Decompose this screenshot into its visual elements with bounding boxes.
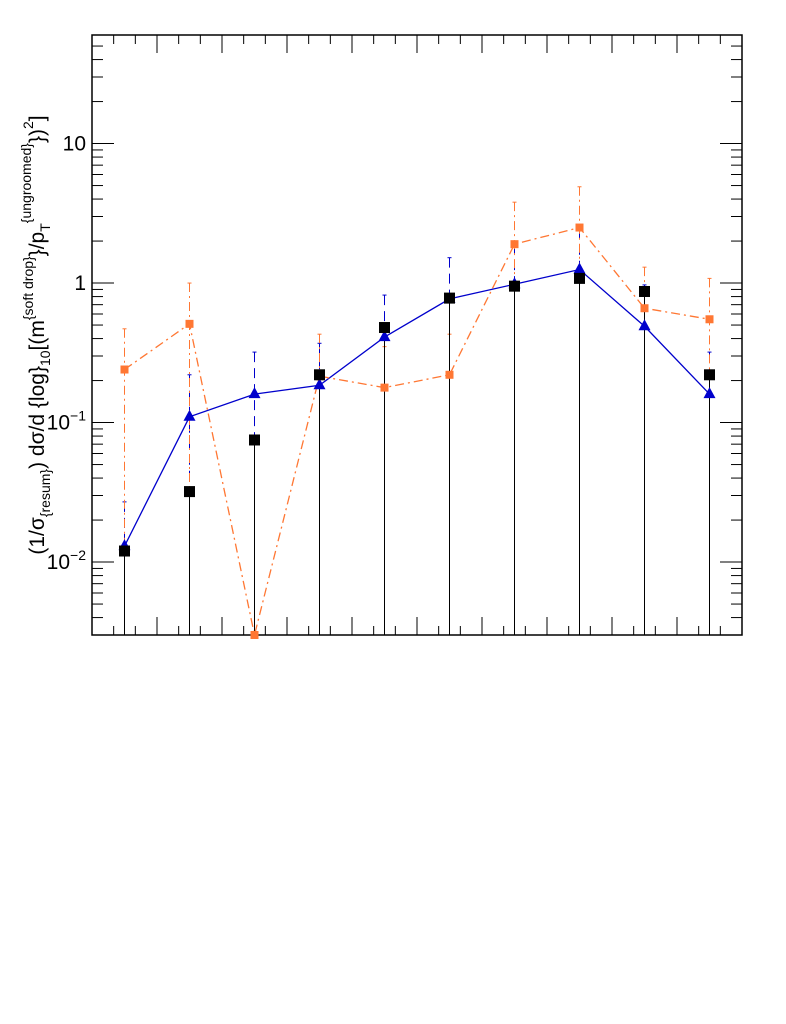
- data-point: [444, 292, 455, 304]
- series-line: [124, 226, 710, 636]
- y-tick-label: 10−2: [47, 547, 87, 574]
- data-point: [379, 322, 390, 334]
- data-point: [119, 545, 130, 557]
- ylabel-sub4: T: [37, 223, 53, 232]
- ylabel-part3: [(m: [26, 320, 49, 350]
- data-point: [314, 369, 325, 381]
- data-point: [378, 330, 391, 342]
- ylabel-part1: (1/σ: [26, 517, 49, 555]
- data-point: [703, 387, 716, 399]
- ylabel-part4: }/p: [26, 232, 49, 257]
- y-axis-ticks: [92, 34, 742, 636]
- data-point: [185, 319, 194, 328]
- data-point: [248, 387, 261, 399]
- ylabel-sup4: {ungroomed}: [18, 143, 34, 224]
- y-tick-label: 10: [63, 133, 86, 156]
- ylabel-part2: ) dσ/d {log}: [26, 366, 49, 469]
- ylabel-sup5: 2: [20, 121, 36, 129]
- ylabel-part6: ]: [26, 115, 49, 121]
- y-tick-label: 1: [74, 272, 86, 295]
- y-axis-title: (1/σ{resum}) dσ/d {log}10[(m{soft drop}}…: [18, 115, 53, 554]
- y-tick-exponent: −2: [70, 547, 86, 563]
- data-point: [183, 409, 196, 421]
- data-point: [509, 280, 520, 292]
- series-markers: [118, 223, 716, 639]
- data-point: [184, 486, 195, 498]
- data-point: [445, 370, 454, 379]
- ylabel-sub2: 10: [37, 350, 53, 366]
- series-line: [123, 268, 710, 547]
- data-point: [573, 262, 586, 274]
- data-point: [704, 369, 715, 381]
- ylabel-sub1: {resum}: [37, 469, 53, 518]
- y-tick-base: 10: [47, 412, 70, 435]
- data-point: [575, 223, 584, 232]
- y-tick-base: 10: [47, 551, 70, 574]
- series-lines: [123, 226, 710, 636]
- ylabel-sup3: {soft drop}: [20, 256, 36, 320]
- data-point: [638, 319, 651, 331]
- data-point: [249, 434, 260, 446]
- data-point: [380, 383, 389, 392]
- ylabel-part5: }): [26, 129, 49, 143]
- data-point: [574, 272, 585, 284]
- y-tick-exponent: −1: [70, 408, 86, 424]
- data-point: [640, 304, 649, 313]
- data-point: [250, 631, 259, 639]
- data-point: [639, 285, 650, 297]
- data-point: [705, 315, 714, 324]
- y-tick-label: 10−1: [47, 408, 87, 435]
- data-point: [120, 365, 129, 374]
- x-axis-ticks: [91, 35, 743, 635]
- error-bars: [122, 186, 712, 636]
- data-point: [510, 240, 519, 249]
- data-point: [313, 378, 326, 390]
